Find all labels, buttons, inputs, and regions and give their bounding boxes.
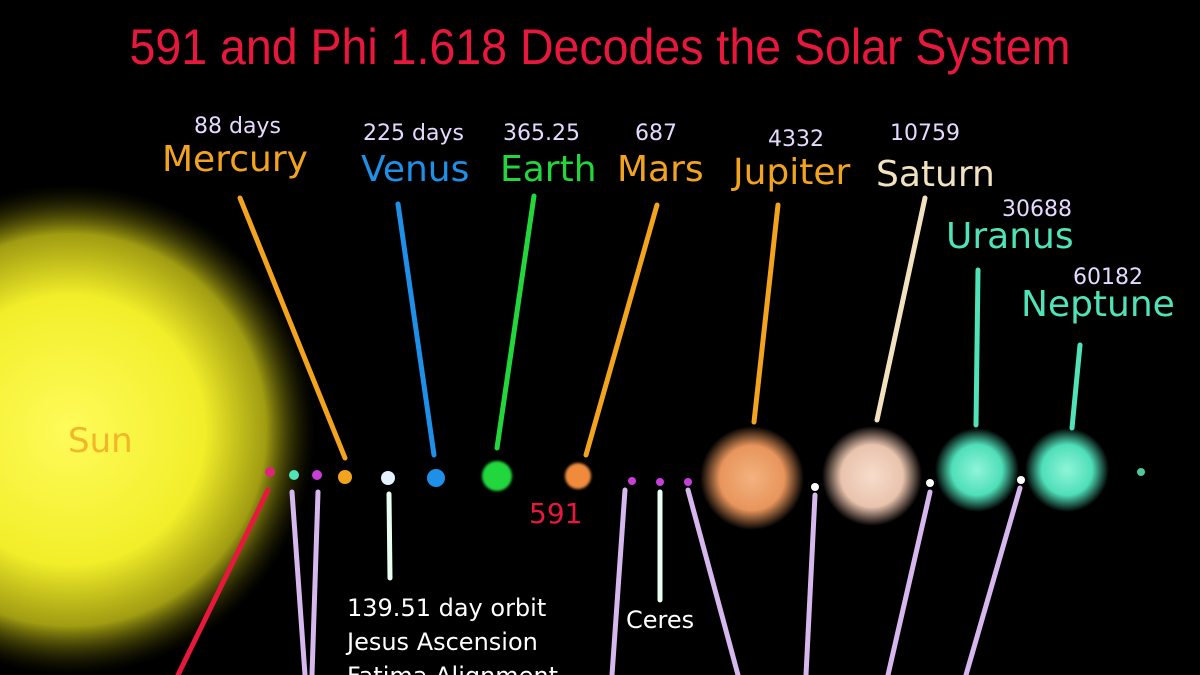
white-dot-4 [1017, 476, 1025, 484]
saturn-pointer-line [874, 195, 928, 423]
jupiter-label: Jupiter [733, 152, 851, 193]
lavender-line-1 [289, 489, 308, 675]
venus-pointer-line [395, 201, 437, 458]
neptune-label: Neptune [1021, 284, 1175, 325]
dot-teal-2 [1137, 468, 1145, 476]
saturn-period: 10759 [890, 121, 960, 146]
lavender-line-2 [309, 489, 321, 675]
sun-label: Sun [68, 421, 133, 461]
label-591: 591 [529, 497, 583, 530]
jupiter-pointer-line [751, 202, 781, 425]
minor-bodies [265, 426, 1145, 530]
saturn-label: Saturn [876, 154, 995, 195]
orbit-note-line-3: Fatima Alignment [347, 664, 558, 675]
orbit-note-line-2: Jesus Ascension [347, 628, 538, 656]
red-lower-line [175, 487, 271, 675]
earth-label: Earth [500, 149, 597, 190]
earth-period: 365.25 [503, 121, 580, 146]
jupiter-period: 4332 [768, 127, 824, 152]
sun-body [0, 185, 315, 675]
white-dot-1 [381, 471, 395, 485]
orbit-note-line-1: 139.51 day orbit [347, 594, 547, 622]
mars-label: Mars [617, 149, 704, 190]
venus-body [427, 469, 445, 487]
orbit-note-line [386, 491, 393, 581]
dot-magenta-1 [265, 467, 275, 477]
neptune-pointer-line [1069, 342, 1083, 431]
ceres-label: Ceres [626, 606, 695, 634]
mercury-label: Mercury [162, 139, 308, 180]
uranus-label: Uranus [946, 216, 1074, 257]
dot-violet-1 [312, 470, 322, 480]
dot-violet-3 [656, 478, 664, 486]
saturn-body [822, 426, 922, 526]
mercury-period: 88 days [194, 114, 281, 139]
jupiter-body [700, 426, 804, 530]
mercury-pointer-line [237, 195, 348, 461]
lavender-line-3 [609, 487, 628, 675]
mars-period: 687 [635, 121, 677, 146]
earth-body [482, 461, 512, 491]
uranus-body [935, 428, 1019, 512]
dot-violet-4 [684, 478, 692, 486]
lavender-line-7 [963, 485, 1023, 675]
lavender-line-6 [885, 489, 933, 675]
page-title: 591 and Phi 1.618 Decodes the Solar Syst… [129, 19, 1071, 75]
dot-violet-2 [628, 477, 636, 485]
mars-pointer-line [583, 202, 660, 458]
white-dot-3 [926, 479, 934, 487]
venus-label: Venus [361, 149, 470, 190]
uranus-pointer-line [973, 267, 981, 428]
venus-period: 225 days [363, 121, 464, 146]
uranus-period: 30688 [1002, 197, 1072, 222]
lavender-line-4 [685, 487, 741, 675]
neptune-body [1025, 428, 1109, 512]
mars-body [565, 463, 591, 489]
mercury-body [338, 470, 352, 484]
dot-teal-1 [289, 470, 299, 480]
white-dot-2 [811, 483, 819, 491]
lavender-line-5 [803, 492, 818, 675]
neptune-period: 60182 [1073, 265, 1143, 290]
earth-pointer-line [494, 193, 537, 451]
